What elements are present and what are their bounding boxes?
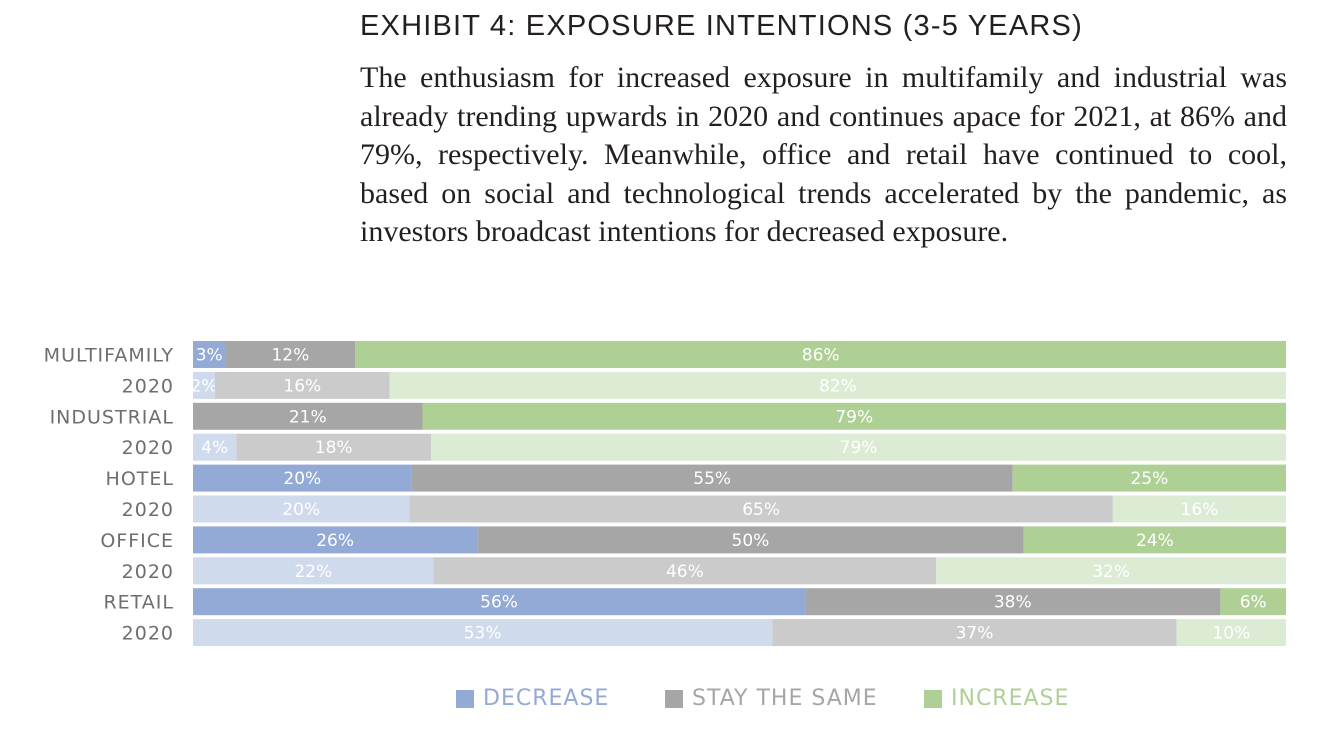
bar-decrease-retail [193, 588, 806, 616]
row-label-2020-retail: 2020 [122, 623, 174, 645]
bar-decrease-2020-hotel [193, 495, 410, 523]
bar-stay-the-same-2020-industrial [236, 433, 432, 461]
value-label-stay-the-same-2020-retail: 37% [956, 624, 994, 644]
bar-stay-the-same-multifamily [225, 341, 356, 368]
row-label-industrial: INDUSTRIAL [50, 406, 174, 428]
bar-increase-retail [1220, 588, 1286, 616]
legend-swatch-stay-the-same [665, 690, 683, 708]
bar-increase-2020-hotel [1112, 495, 1286, 523]
exhibit-description: The enthusiasm for increased exposure in… [360, 61, 1287, 248]
value-label-stay-the-same-2020-industrial: 18% [315, 438, 353, 458]
value-label-decrease-2020-multifamily: 2% [190, 376, 217, 396]
value-label-stay-the-same-2020-multifamily: 16% [283, 376, 321, 396]
bar-stay-the-same-hotel [411, 464, 1013, 492]
row-label-2020-multifamily: 2020 [122, 375, 174, 397]
bar-stay-the-same-office [477, 526, 1024, 554]
bar-increase-2020-multifamily [389, 371, 1286, 399]
legend-label-decrease: DECREASE [483, 686, 610, 711]
exhibit-title: EXHIBIT 4: EXPOSURE INTENTIONS (3-5 YEAR… [360, 10, 1083, 42]
bar-decrease-2020-office [193, 557, 434, 585]
value-label-increase-retail: 6% [1240, 593, 1267, 613]
value-label-decrease-2020-hotel: 20% [282, 500, 320, 520]
value-label-increase-2020-hotel: 16% [1181, 500, 1219, 520]
bar-decrease-multifamily [193, 341, 226, 368]
bar-increase-industrial [422, 402, 1286, 430]
bar-increase-2020-industrial [431, 433, 1286, 461]
bar-decrease-hotel [193, 464, 412, 492]
value-label-decrease-2020-office: 22% [294, 562, 332, 582]
legend-swatch-increase [924, 690, 942, 708]
value-label-stay-the-same-industrial: 21% [289, 407, 327, 427]
legend-label-stay-the-same: STAY THE SAME [692, 686, 878, 711]
value-label-stay-the-same-multifamily: 12% [271, 346, 309, 366]
row-label-multifamily: MULTIFAMILY [44, 345, 174, 367]
bar-stay-the-same-retail [805, 588, 1221, 616]
value-label-stay-the-same-hotel: 55% [693, 469, 731, 489]
value-label-decrease-2020-retail: 53% [464, 624, 502, 644]
bar-stay-the-same-2020-retail [772, 619, 1177, 647]
bar-increase-office [1023, 526, 1286, 554]
bar-increase-2020-office [936, 557, 1286, 585]
value-label-decrease-retail: 56% [480, 593, 518, 613]
value-label-decrease-office: 26% [316, 531, 354, 551]
bar-stay-the-same-2020-office [433, 557, 937, 585]
bar-decrease-office [193, 526, 478, 554]
row-label-retail: RETAIL [103, 592, 174, 614]
legend-swatch-decrease [456, 690, 474, 708]
legend-label-increase: INCREASE [951, 686, 1070, 711]
value-label-increase-2020-office: 32% [1092, 562, 1130, 582]
value-label-increase-hotel: 25% [1130, 469, 1168, 489]
value-label-decrease-hotel: 20% [283, 469, 321, 489]
row-label-office: OFFICE [100, 530, 174, 552]
bar-increase-hotel [1012, 464, 1286, 492]
value-label-stay-the-same-2020-hotel: 65% [742, 500, 780, 520]
value-label-decrease-2020-industrial: 4% [201, 438, 228, 458]
bar-stay-the-same-industrial [193, 402, 423, 430]
value-label-increase-office: 24% [1136, 531, 1174, 551]
row-label-2020-industrial: 2020 [122, 437, 174, 459]
value-label-increase-multifamily: 86% [802, 346, 840, 366]
bar-increase-multifamily [355, 341, 1286, 368]
row-label-hotel: HOTEL [106, 468, 174, 490]
bar-decrease-2020-multifamily [193, 371, 215, 399]
bar-stay-the-same-2020-hotel [409, 495, 1113, 523]
value-label-stay-the-same-2020-office: 46% [666, 562, 704, 582]
bar-increase-2020-retail [1176, 619, 1286, 647]
value-label-stay-the-same-office: 50% [732, 531, 770, 551]
value-label-decrease-multifamily: 3% [196, 346, 223, 366]
bar-decrease-2020-industrial [193, 433, 237, 461]
value-label-increase-2020-multifamily: 82% [819, 376, 857, 396]
value-label-increase-2020-industrial: 79% [840, 438, 878, 458]
value-label-increase-industrial: 79% [835, 407, 873, 427]
row-label-2020-hotel: 2020 [122, 499, 174, 521]
value-label-increase-2020-retail: 10% [1212, 624, 1250, 644]
value-label-stay-the-same-retail: 38% [994, 593, 1032, 613]
row-label-2020-office: 2020 [122, 561, 174, 583]
bar-decrease-2020-retail [193, 619, 773, 647]
bar-stay-the-same-2020-multifamily [214, 371, 390, 399]
chart-legend: DECREASE STAY THE SAME INCREASE [0, 683, 1326, 715]
